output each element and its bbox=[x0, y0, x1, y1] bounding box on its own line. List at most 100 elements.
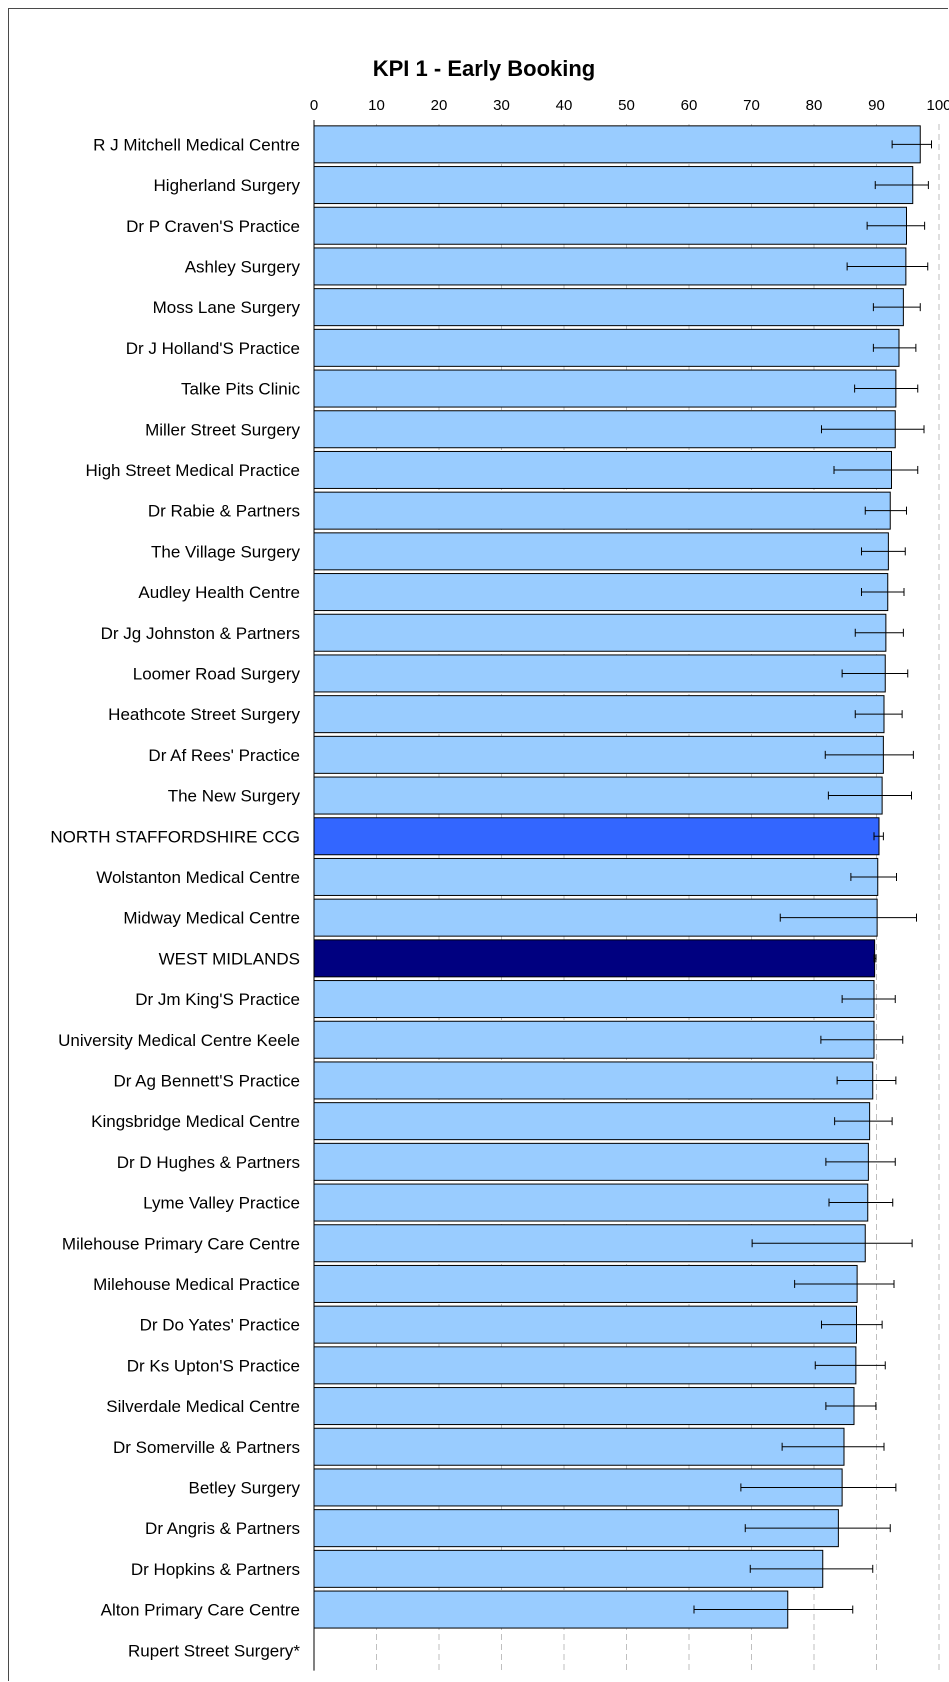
bar-33 bbox=[313, 1427, 845, 1466]
error-bar-14 bbox=[841, 669, 909, 678]
bar-26 bbox=[313, 1142, 869, 1181]
bar-22 bbox=[313, 980, 875, 1019]
error-bar-3 bbox=[866, 221, 926, 230]
category-label-11: The Village Surgery bbox=[151, 542, 300, 561]
error-bar-18 bbox=[873, 832, 884, 841]
x-tick-label-70: 70 bbox=[743, 97, 760, 114]
error-bar-4 bbox=[846, 262, 929, 271]
category-label-32: Silverdale Medical Centre bbox=[106, 1397, 300, 1416]
bar-6 bbox=[313, 328, 900, 367]
category-label-30: Dr Do Yates' Practice bbox=[140, 1316, 300, 1335]
category-label-9: High Street Medical Practice bbox=[86, 461, 300, 480]
category-label-20: Midway Medical Centre bbox=[123, 909, 300, 928]
x-tick-label-100: 100 bbox=[926, 97, 949, 114]
category-label-31: Dr Ks Upton'S Practice bbox=[127, 1356, 300, 1375]
error-bar-2 bbox=[874, 181, 929, 190]
category-label-28: Milehouse Primary Care Centre bbox=[62, 1234, 300, 1253]
bar-8 bbox=[313, 410, 896, 449]
error-bar-5 bbox=[872, 303, 921, 312]
error-bar-12 bbox=[861, 588, 905, 597]
error-bar-36 bbox=[749, 1564, 874, 1573]
error-bar-16 bbox=[824, 750, 914, 759]
category-label-14: Loomer Road Surgery bbox=[133, 664, 301, 683]
category-label-12: Audley Health Centre bbox=[138, 583, 300, 602]
category-label-4: Ashley Surgery bbox=[185, 257, 301, 276]
category-label-7: Talke Pits Clinic bbox=[181, 380, 301, 399]
x-tick-label-20: 20 bbox=[431, 97, 448, 114]
grid-lines bbox=[376, 124, 940, 1671]
error-bar-11 bbox=[861, 547, 906, 556]
x-tick-label-90: 90 bbox=[868, 97, 885, 114]
category-label-26: Dr D Hughes & Partners bbox=[117, 1153, 300, 1172]
bar-24 bbox=[313, 1061, 874, 1100]
category-label-34: Betley Surgery bbox=[189, 1478, 301, 1497]
chart-title: KPI 1 - Early Booking bbox=[373, 56, 596, 81]
bar-5 bbox=[313, 288, 904, 327]
error-bars bbox=[693, 140, 932, 1614]
error-bar-20 bbox=[779, 913, 917, 922]
error-bar-34 bbox=[740, 1483, 897, 1492]
bar-15 bbox=[313, 695, 885, 734]
bar-31 bbox=[313, 1346, 857, 1385]
error-bar-13 bbox=[854, 628, 904, 637]
error-bar-37 bbox=[693, 1605, 854, 1614]
bar-1 bbox=[313, 125, 921, 164]
category-label-15: Heathcote Street Surgery bbox=[108, 705, 300, 724]
category-label-5: Moss Lane Surgery bbox=[153, 298, 301, 317]
category-label-2: Higherland Surgery bbox=[154, 176, 301, 195]
bar-25 bbox=[313, 1102, 871, 1141]
x-tick-label-80: 80 bbox=[806, 97, 823, 114]
error-bar-21 bbox=[873, 954, 877, 963]
category-label-37: Alton Primary Care Centre bbox=[101, 1601, 300, 1620]
error-bar-1 bbox=[891, 140, 932, 149]
bar-7 bbox=[313, 369, 897, 408]
x-tick-label-0: 0 bbox=[310, 97, 318, 114]
bar-21 bbox=[313, 939, 876, 978]
error-bar-19 bbox=[850, 872, 897, 881]
category-label-24: Dr Ag Bennett'S Practice bbox=[113, 1071, 300, 1090]
x-tick-label-30: 30 bbox=[493, 97, 510, 114]
x-tick-label-40: 40 bbox=[556, 97, 573, 114]
bar-11 bbox=[313, 532, 889, 571]
bar-10 bbox=[313, 491, 891, 530]
error-bar-24 bbox=[836, 1076, 897, 1085]
bar-32 bbox=[313, 1387, 855, 1426]
bar-17 bbox=[313, 776, 883, 815]
bar-13 bbox=[313, 613, 887, 652]
category-label-19: Wolstanton Medical Centre bbox=[96, 868, 300, 887]
bar-19 bbox=[313, 857, 879, 896]
category-label-35: Dr Angris & Partners bbox=[145, 1519, 300, 1538]
category-label-1: R J Mitchell Medical Centre bbox=[93, 135, 300, 154]
bar-30 bbox=[313, 1305, 857, 1344]
category-label-6: Dr J Holland'S Practice bbox=[126, 339, 300, 358]
error-bar-23 bbox=[820, 1035, 904, 1044]
category-label-33: Dr Somerville & Partners bbox=[113, 1438, 300, 1457]
x-tick-label-10: 10 bbox=[368, 97, 385, 114]
error-bar-33 bbox=[781, 1442, 885, 1451]
bar-12 bbox=[313, 573, 889, 612]
bars bbox=[313, 125, 921, 1629]
bar-29 bbox=[313, 1264, 858, 1303]
error-bar-9 bbox=[833, 465, 919, 474]
error-bar-26 bbox=[825, 1157, 896, 1166]
category-label-22: Dr Jm King'S Practice bbox=[135, 990, 300, 1009]
category-label-27: Lyme Valley Practice bbox=[143, 1194, 300, 1213]
error-bar-8 bbox=[821, 425, 925, 434]
bar-4 bbox=[313, 247, 907, 286]
error-bar-31 bbox=[814, 1361, 886, 1370]
bar-3 bbox=[313, 206, 907, 245]
category-label-10: Dr Rabie & Partners bbox=[148, 502, 300, 521]
error-bar-32 bbox=[825, 1402, 877, 1411]
bar-27 bbox=[313, 1183, 869, 1222]
category-label-21: WEST MIDLANDS bbox=[159, 949, 300, 968]
bar-23 bbox=[313, 1020, 875, 1059]
x-tick-label-50: 50 bbox=[618, 97, 635, 114]
category-label-29: Milehouse Medical Practice bbox=[93, 1275, 300, 1294]
bar-14 bbox=[313, 654, 886, 693]
error-bar-29 bbox=[794, 1279, 895, 1288]
error-bar-35 bbox=[744, 1524, 891, 1533]
error-bar-22 bbox=[841, 995, 896, 1004]
category-labels: R J Mitchell Medical Centre Higherland Su… bbox=[50, 135, 300, 1660]
category-label-8: Miller Street Surgery bbox=[145, 420, 300, 439]
